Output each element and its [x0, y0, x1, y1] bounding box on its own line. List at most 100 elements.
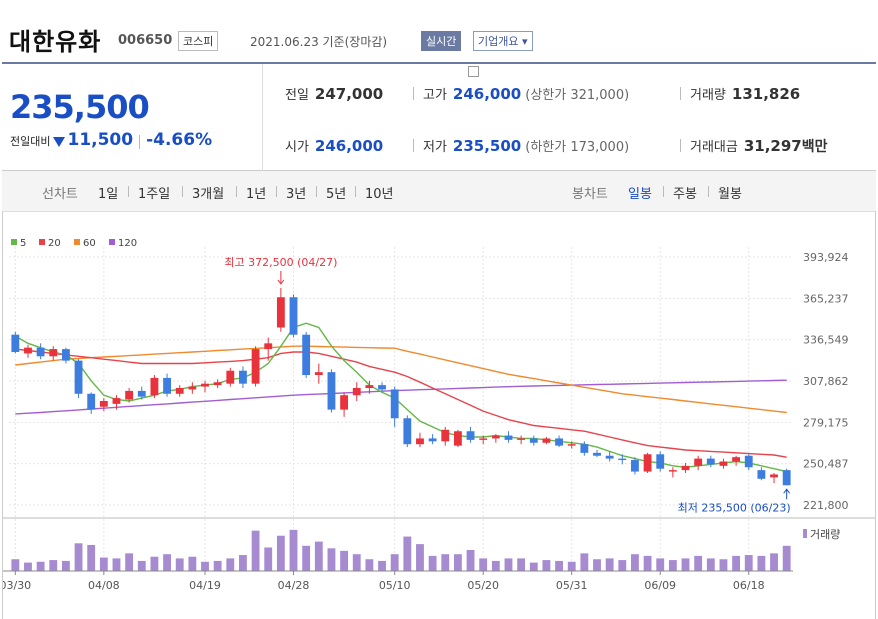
candle-body — [504, 435, 513, 440]
candle-body — [276, 297, 285, 328]
x-tick-label: 05/31 — [556, 579, 588, 592]
volume-bar — [327, 548, 336, 571]
stock-name: 대한유화 — [9, 28, 102, 56]
divider — [413, 87, 414, 100]
candle-body — [403, 418, 412, 445]
candle-body — [694, 458, 703, 466]
y-tick-label: 221,800 — [803, 499, 849, 512]
low-label: 저가 — [423, 140, 447, 155]
candle-body — [416, 438, 424, 445]
high-cell: 고가 246,000 (상한가 321,000) — [413, 84, 629, 103]
volume-bar — [757, 555, 766, 571]
high-annotation: 최고 372,500 (04/27) — [224, 256, 337, 269]
divider — [182, 186, 183, 197]
candle-body — [593, 452, 601, 456]
volume-bar — [605, 558, 614, 571]
legend-swatch-120 — [109, 239, 115, 245]
candle-body — [302, 334, 311, 376]
volume-bar — [213, 560, 222, 571]
company-overview-dropdown[interactable]: 기업개요 ▾ — [473, 31, 533, 51]
volume-bar — [656, 558, 665, 571]
divider — [276, 186, 277, 197]
candle-body — [188, 386, 197, 390]
volume-bar — [201, 561, 209, 571]
high-arrow-head — [277, 279, 285, 285]
legend-label-5: 5 — [20, 238, 26, 249]
volume-value: 131,826 — [731, 85, 801, 103]
trading-value-cell: 거래대금 31,297백만 — [680, 136, 828, 156]
volume-bar — [302, 545, 311, 571]
volume-bar — [744, 555, 753, 571]
candle-body — [36, 347, 45, 357]
volume-bar — [378, 560, 386, 571]
period-5y[interactable]: 5년 — [326, 187, 347, 202]
volume-bar — [782, 545, 791, 571]
candle-body — [251, 349, 260, 384]
volume-bar — [668, 560, 677, 571]
x-tick-label: 06/09 — [644, 579, 676, 592]
candle-body — [517, 438, 526, 440]
candle-body — [137, 390, 146, 397]
chart-frame: 5 20 60 120 393,924 365,237 336,549 307,862 279,… — [2, 211, 876, 619]
volume-bar — [87, 544, 96, 571]
volume-bar — [706, 558, 715, 571]
volume-bar — [542, 560, 551, 571]
period-1w[interactable]: 1주일 — [138, 187, 171, 202]
candle-body — [719, 461, 728, 466]
period-1d[interactable]: 1일 — [98, 187, 119, 202]
stock-code: 006650 — [118, 33, 173, 48]
candle-body — [213, 382, 222, 386]
down-triangle-icon — [53, 136, 66, 147]
legend-swatch-60 — [74, 239, 80, 245]
volume-bar — [11, 559, 20, 571]
volume-bar — [24, 562, 32, 571]
legend-swatch-5 — [11, 239, 17, 245]
stock-header: 대한유화 006650 코스피 2021.06.23 기준(장마감) 실시간 기… — [0, 0, 878, 77]
candle-body — [542, 438, 551, 443]
volume-bar — [580, 553, 589, 571]
high-label: 고가 — [423, 88, 447, 103]
candle-body — [453, 431, 462, 446]
candle-body — [631, 460, 639, 472]
candle-monthly[interactable]: 월봉 — [718, 187, 742, 202]
trading-value-unit: 백만 — [801, 139, 828, 155]
divider — [316, 186, 317, 197]
period-1y[interactable]: 1년 — [246, 187, 267, 202]
volume-bar — [441, 554, 450, 571]
candle-body — [314, 372, 323, 376]
period-3m[interactable]: 3개월 — [192, 187, 225, 202]
volume-bar — [340, 550, 349, 571]
candle-body — [706, 458, 715, 465]
volume-bar — [188, 556, 197, 571]
change-label: 전일대비 — [10, 135, 51, 148]
trading-value-label: 거래대금 — [690, 140, 738, 155]
volume-legend-swatch — [803, 529, 807, 538]
volume-bar — [74, 543, 83, 571]
period-3y[interactable]: 3년 — [286, 187, 307, 202]
low-value: 235,500 — [452, 137, 522, 155]
divider — [236, 186, 237, 197]
divider — [708, 186, 709, 197]
volume-bar — [390, 554, 399, 571]
volume-bar — [226, 558, 235, 571]
candle-body — [226, 370, 235, 384]
candle-body — [390, 389, 399, 419]
price-change: 전일대비 11,500 -4.66% — [10, 130, 212, 150]
volume-bar — [567, 561, 576, 571]
open-value: 246,000 — [314, 137, 384, 155]
volume-bar — [428, 555, 437, 571]
x-tick-label: 04/28 — [278, 579, 310, 592]
prev-close-value: 247,000 — [314, 85, 384, 103]
candle-body — [782, 470, 791, 486]
candle-daily[interactable]: 일봉 — [628, 187, 652, 202]
volume-bar — [289, 529, 298, 571]
change-percent: -4.66% — [146, 130, 213, 150]
open-cell: 시가 246,000 — [285, 136, 383, 155]
realtime-button[interactable]: 실시간 — [421, 31, 462, 51]
volume-bar — [732, 555, 741, 571]
volume-bar — [251, 530, 260, 571]
candle-weekly[interactable]: 주봉 — [673, 187, 697, 202]
period-10y[interactable]: 10년 — [365, 187, 394, 202]
candle-body — [150, 377, 159, 396]
volume-bar — [239, 555, 247, 571]
